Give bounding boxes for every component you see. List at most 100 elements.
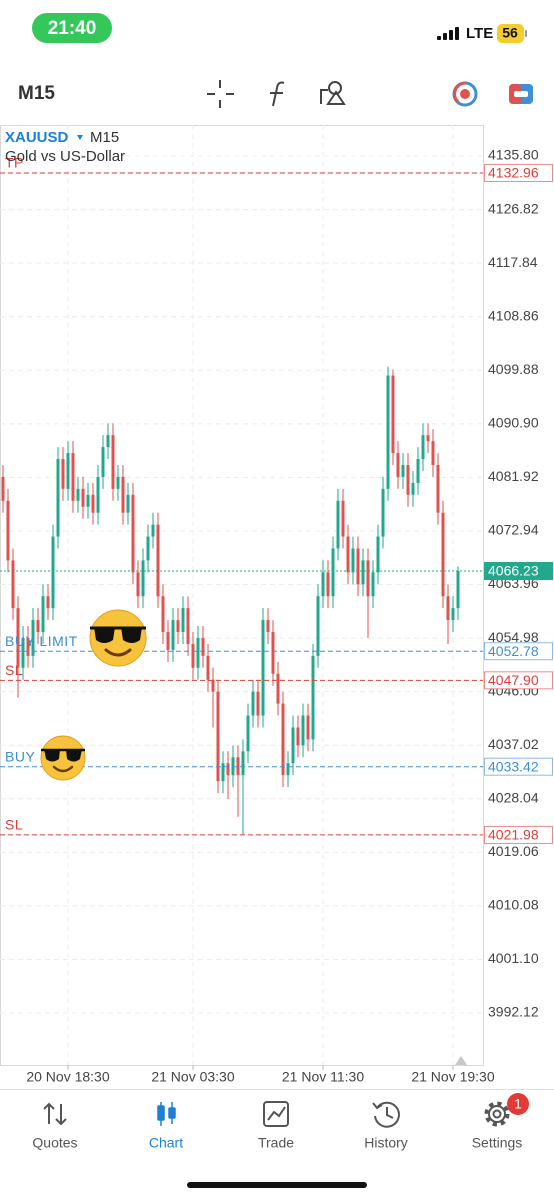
candle-body xyxy=(401,464,405,477)
candle-body xyxy=(396,453,400,477)
nav-bar: Quotes Chart Trade History Settings xyxy=(32,1135,522,1151)
nav-item[interactable]: Trade xyxy=(258,1135,294,1151)
candle-body xyxy=(161,596,165,633)
candle-body xyxy=(416,459,420,483)
candle-body xyxy=(456,570,460,609)
one-click-button[interactable] xyxy=(509,84,533,104)
y-tick-label: 4037.02 xyxy=(488,736,539,752)
candle-body xyxy=(21,637,25,668)
candle-body xyxy=(111,435,115,489)
emoji-sticker xyxy=(89,609,147,667)
candle-body xyxy=(386,375,390,489)
order-price-tag xyxy=(484,642,553,661)
candle-body xyxy=(446,596,450,621)
y-tick-label: 4054.98 xyxy=(488,629,539,645)
settings-badge xyxy=(507,1093,529,1115)
candle-body xyxy=(31,620,35,656)
candle-body xyxy=(221,763,225,782)
candle-body xyxy=(306,715,310,740)
home-indicator xyxy=(187,1182,367,1188)
order-price-tag xyxy=(484,757,553,776)
objects-button[interactable] xyxy=(320,81,346,105)
candle-body xyxy=(426,435,430,442)
settings-badge-count: 1 xyxy=(514,1096,522,1112)
trade-icon[interactable] xyxy=(263,1101,289,1127)
candle-body xyxy=(201,637,205,656)
y-tick-label: 3992.12 xyxy=(488,1004,539,1020)
y-tick-label: 4126.82 xyxy=(488,200,539,216)
candle-body xyxy=(276,673,280,704)
candle-body xyxy=(186,608,190,644)
candle-body xyxy=(226,763,230,776)
candle-body xyxy=(236,757,240,776)
nav-item[interactable]: Chart xyxy=(149,1135,183,1151)
nav-item[interactable]: Settings xyxy=(472,1135,523,1151)
timeframe-button[interactable]: M15 xyxy=(18,83,55,104)
candle-body xyxy=(271,632,275,674)
candle-body xyxy=(381,488,385,537)
quotes-icon[interactable] xyxy=(43,1102,67,1126)
indicators-button[interactable] xyxy=(270,81,285,107)
candle-body xyxy=(356,548,360,585)
candle-body xyxy=(196,637,200,668)
settings-icon[interactable] xyxy=(484,1101,510,1127)
order-price-tag xyxy=(484,163,553,182)
x-tick-label: 21 Nov 19:30 xyxy=(411,1069,494,1085)
candle-body xyxy=(81,488,85,507)
candle-body xyxy=(96,476,100,513)
candle-body xyxy=(431,441,435,465)
candle-body xyxy=(71,453,75,501)
candle-body xyxy=(26,637,30,656)
current-price-label: 4066.23 xyxy=(488,563,539,579)
trade-signals-button[interactable] xyxy=(452,81,478,107)
crosshair-button[interactable] xyxy=(207,80,234,108)
chart-frame xyxy=(0,125,484,1066)
candle-body xyxy=(291,727,295,764)
plot xyxy=(1,366,460,835)
candle-body xyxy=(176,620,180,633)
candle-body xyxy=(51,536,55,609)
candle-body xyxy=(336,500,340,549)
battery-tip xyxy=(525,30,527,37)
scroll-marker[interactable] xyxy=(455,1056,467,1065)
y-tick-label: 4028.04 xyxy=(488,789,539,805)
candle-body xyxy=(311,655,315,740)
candle-body xyxy=(6,500,10,561)
candle-body xyxy=(451,608,455,621)
symbol[interactable]: XAUUSD xyxy=(5,129,69,146)
candle-body xyxy=(366,560,370,597)
order-level-label: TP xyxy=(5,155,24,171)
nav-item[interactable]: History xyxy=(364,1135,408,1151)
symbol-dropdown[interactable] xyxy=(77,135,83,140)
candle-body xyxy=(86,494,90,507)
candle-body xyxy=(211,679,215,692)
candle-body xyxy=(351,548,355,573)
battery-level: 56 xyxy=(502,25,518,41)
network: LTE xyxy=(466,25,493,42)
y-tick-label: 4072.94 xyxy=(488,522,539,538)
candle-body xyxy=(166,632,170,650)
candle-body xyxy=(321,572,325,597)
y-tick-label: 4117.84 xyxy=(488,254,538,270)
candle-body xyxy=(331,548,335,597)
signal-icon xyxy=(437,27,459,40)
candle-body xyxy=(441,512,445,597)
order-level-label: SL xyxy=(5,662,23,678)
candle-body xyxy=(206,655,210,680)
y-tick-label: 4081.92 xyxy=(488,468,539,484)
candle-body xyxy=(131,494,135,573)
order-level-label: BUY xyxy=(5,748,35,764)
nav-item[interactable]: Quotes xyxy=(32,1135,77,1151)
candle-body xyxy=(406,464,410,495)
order-price-label: 4021.98 xyxy=(488,827,539,843)
history-icon[interactable] xyxy=(372,1101,400,1128)
chart-icon[interactable] xyxy=(157,1102,176,1126)
candle-body xyxy=(106,435,110,448)
candle-body xyxy=(126,494,130,513)
order-price-tag xyxy=(484,825,553,844)
candle-body xyxy=(11,560,15,609)
order-level-label: SL xyxy=(5,817,23,833)
time-pill xyxy=(32,13,112,43)
order-price-tag xyxy=(484,671,553,690)
